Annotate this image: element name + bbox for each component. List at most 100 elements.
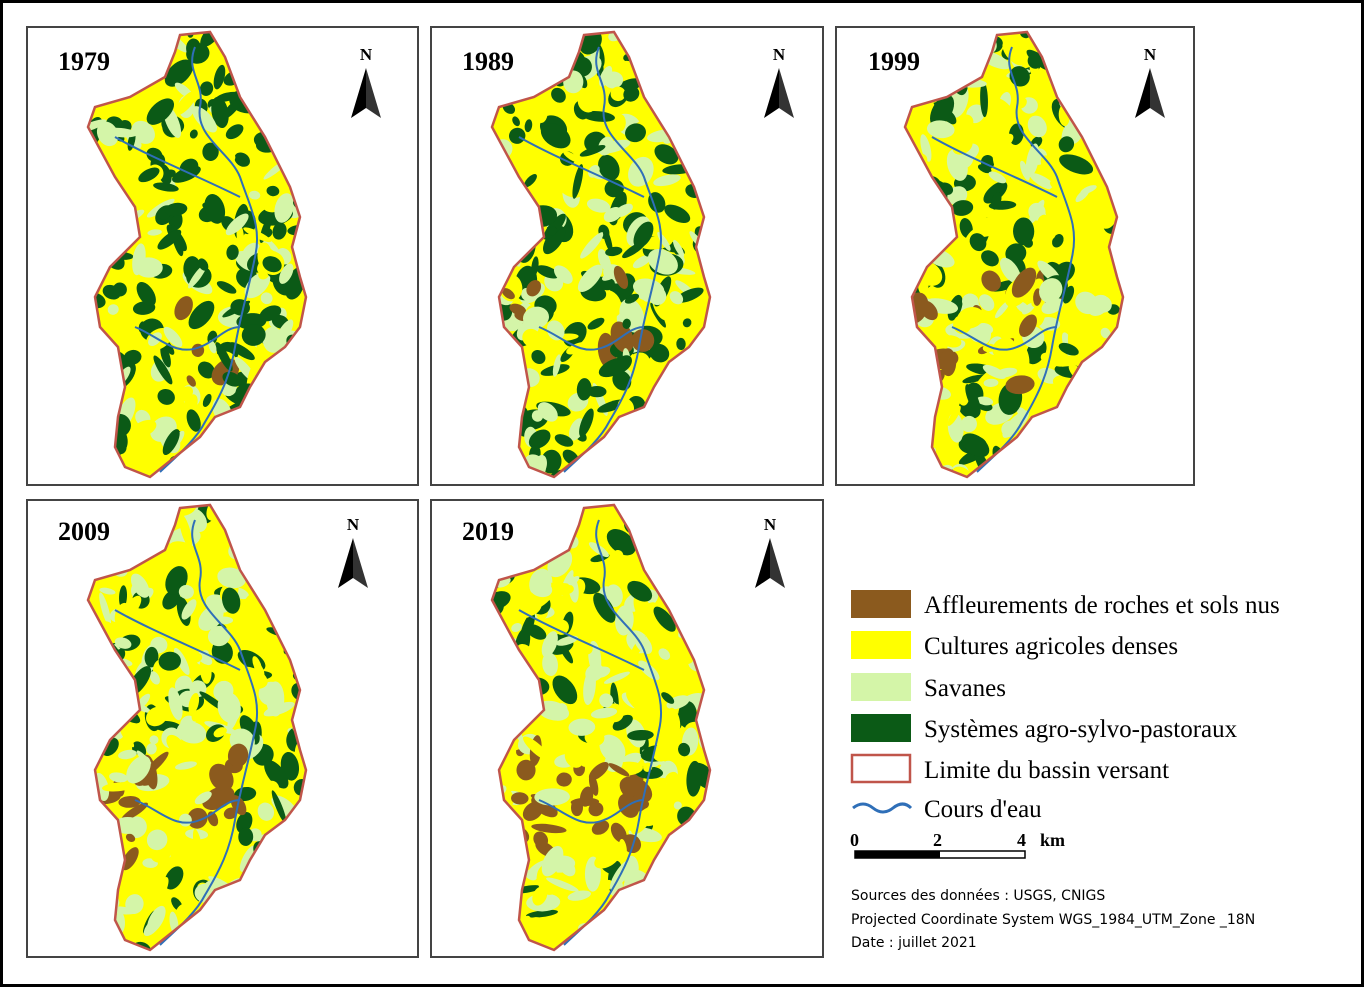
land-patch — [176, 721, 207, 744]
land-patch — [580, 593, 595, 608]
land-patch — [176, 386, 194, 403]
land-patch — [531, 410, 544, 422]
land-patch — [976, 327, 991, 340]
land-patch — [149, 671, 160, 685]
land-patch — [664, 204, 691, 224]
land-patch — [1005, 375, 1035, 395]
land-patch — [522, 104, 534, 113]
basin-boundary — [490, 503, 712, 952]
land-patch — [983, 181, 1008, 204]
land-patch — [146, 98, 175, 125]
legend-label: Cours d'eau — [924, 796, 1042, 823]
source-line: Sources des données : USGS, CNIGS — [851, 888, 1105, 904]
land-patch — [238, 827, 254, 846]
land-patch — [546, 877, 579, 892]
land-patch — [614, 114, 626, 132]
map-panel: 2009 N — [26, 499, 419, 958]
land-patch — [274, 193, 294, 223]
land-patch — [591, 666, 611, 679]
land-patch — [246, 356, 259, 387]
land-patch — [163, 326, 183, 348]
land-patch — [542, 652, 558, 676]
land-patch — [992, 149, 1003, 171]
land-patch — [612, 714, 633, 731]
scale-label: 4 — [1017, 830, 1026, 850]
land-patch — [172, 803, 186, 817]
land-patch — [678, 742, 691, 757]
land-patch — [244, 181, 252, 190]
land-patch — [554, 619, 569, 635]
land-patch — [605, 246, 623, 257]
north-arrow — [1135, 68, 1150, 118]
land-patch — [564, 747, 584, 768]
land-patch — [107, 304, 119, 315]
land-patch — [187, 652, 203, 663]
land-patch — [618, 839, 627, 860]
land-patch — [1047, 186, 1065, 214]
land-patch — [131, 419, 157, 438]
land-patch — [576, 897, 595, 915]
scale-unit: km — [1040, 830, 1065, 850]
land-patch — [584, 526, 597, 539]
land-patch — [168, 687, 183, 721]
river — [114, 136, 241, 351]
land-patch — [648, 192, 666, 213]
land-patch — [241, 324, 266, 346]
land-patch — [207, 625, 231, 647]
scale-bar: 0 2 4 km — [850, 830, 1065, 859]
land-patch — [580, 232, 604, 259]
land-patch — [522, 328, 541, 348]
land-patch — [676, 651, 694, 665]
land-patch — [524, 119, 533, 133]
land-patch — [980, 81, 988, 118]
land-patch — [188, 263, 207, 289]
north-arrow — [755, 538, 770, 588]
land-patch — [638, 660, 660, 681]
land-patch — [979, 294, 995, 311]
land-patch — [572, 164, 584, 199]
land-patch — [522, 915, 532, 930]
land-patch — [946, 149, 968, 181]
land-patch — [516, 759, 536, 781]
land-patch — [603, 207, 622, 223]
land-patch — [169, 836, 187, 854]
land-patch — [186, 409, 201, 432]
land-patch — [118, 796, 141, 808]
land-patch — [604, 179, 624, 198]
land-patch — [649, 343, 670, 363]
land-patch — [603, 671, 630, 684]
land-patch — [1058, 136, 1075, 153]
land-patch — [149, 735, 159, 745]
land-patch — [131, 120, 155, 144]
land-patch — [162, 429, 180, 456]
land-patch — [990, 97, 1016, 126]
land-patch — [145, 706, 168, 727]
land-patch — [1016, 407, 1028, 418]
land-patch — [926, 120, 955, 139]
land-patch — [146, 743, 157, 755]
land-patch — [1046, 125, 1064, 144]
land-patch — [589, 879, 612, 902]
north-arrow — [351, 68, 366, 118]
land-patch — [1019, 314, 1037, 337]
river — [518, 609, 645, 824]
land-patch — [661, 692, 675, 704]
land-patch — [126, 755, 151, 784]
land-patch — [551, 87, 566, 103]
land-patch — [571, 769, 591, 793]
land-patch — [632, 254, 652, 269]
land-patch — [239, 845, 257, 872]
land-patch — [142, 884, 159, 911]
land-patch — [523, 736, 551, 762]
land-patch — [1029, 173, 1056, 190]
land-patch — [556, 772, 572, 787]
north-label: N — [773, 45, 786, 64]
land-patch — [947, 405, 961, 426]
legend-label: Affleurements de roches et sols nus — [924, 592, 1280, 619]
land-patch — [243, 593, 259, 616]
land-patch — [579, 144, 606, 157]
river — [114, 609, 241, 824]
land-patch — [174, 296, 193, 321]
land-patch — [991, 191, 1002, 210]
land-patch — [573, 637, 593, 655]
